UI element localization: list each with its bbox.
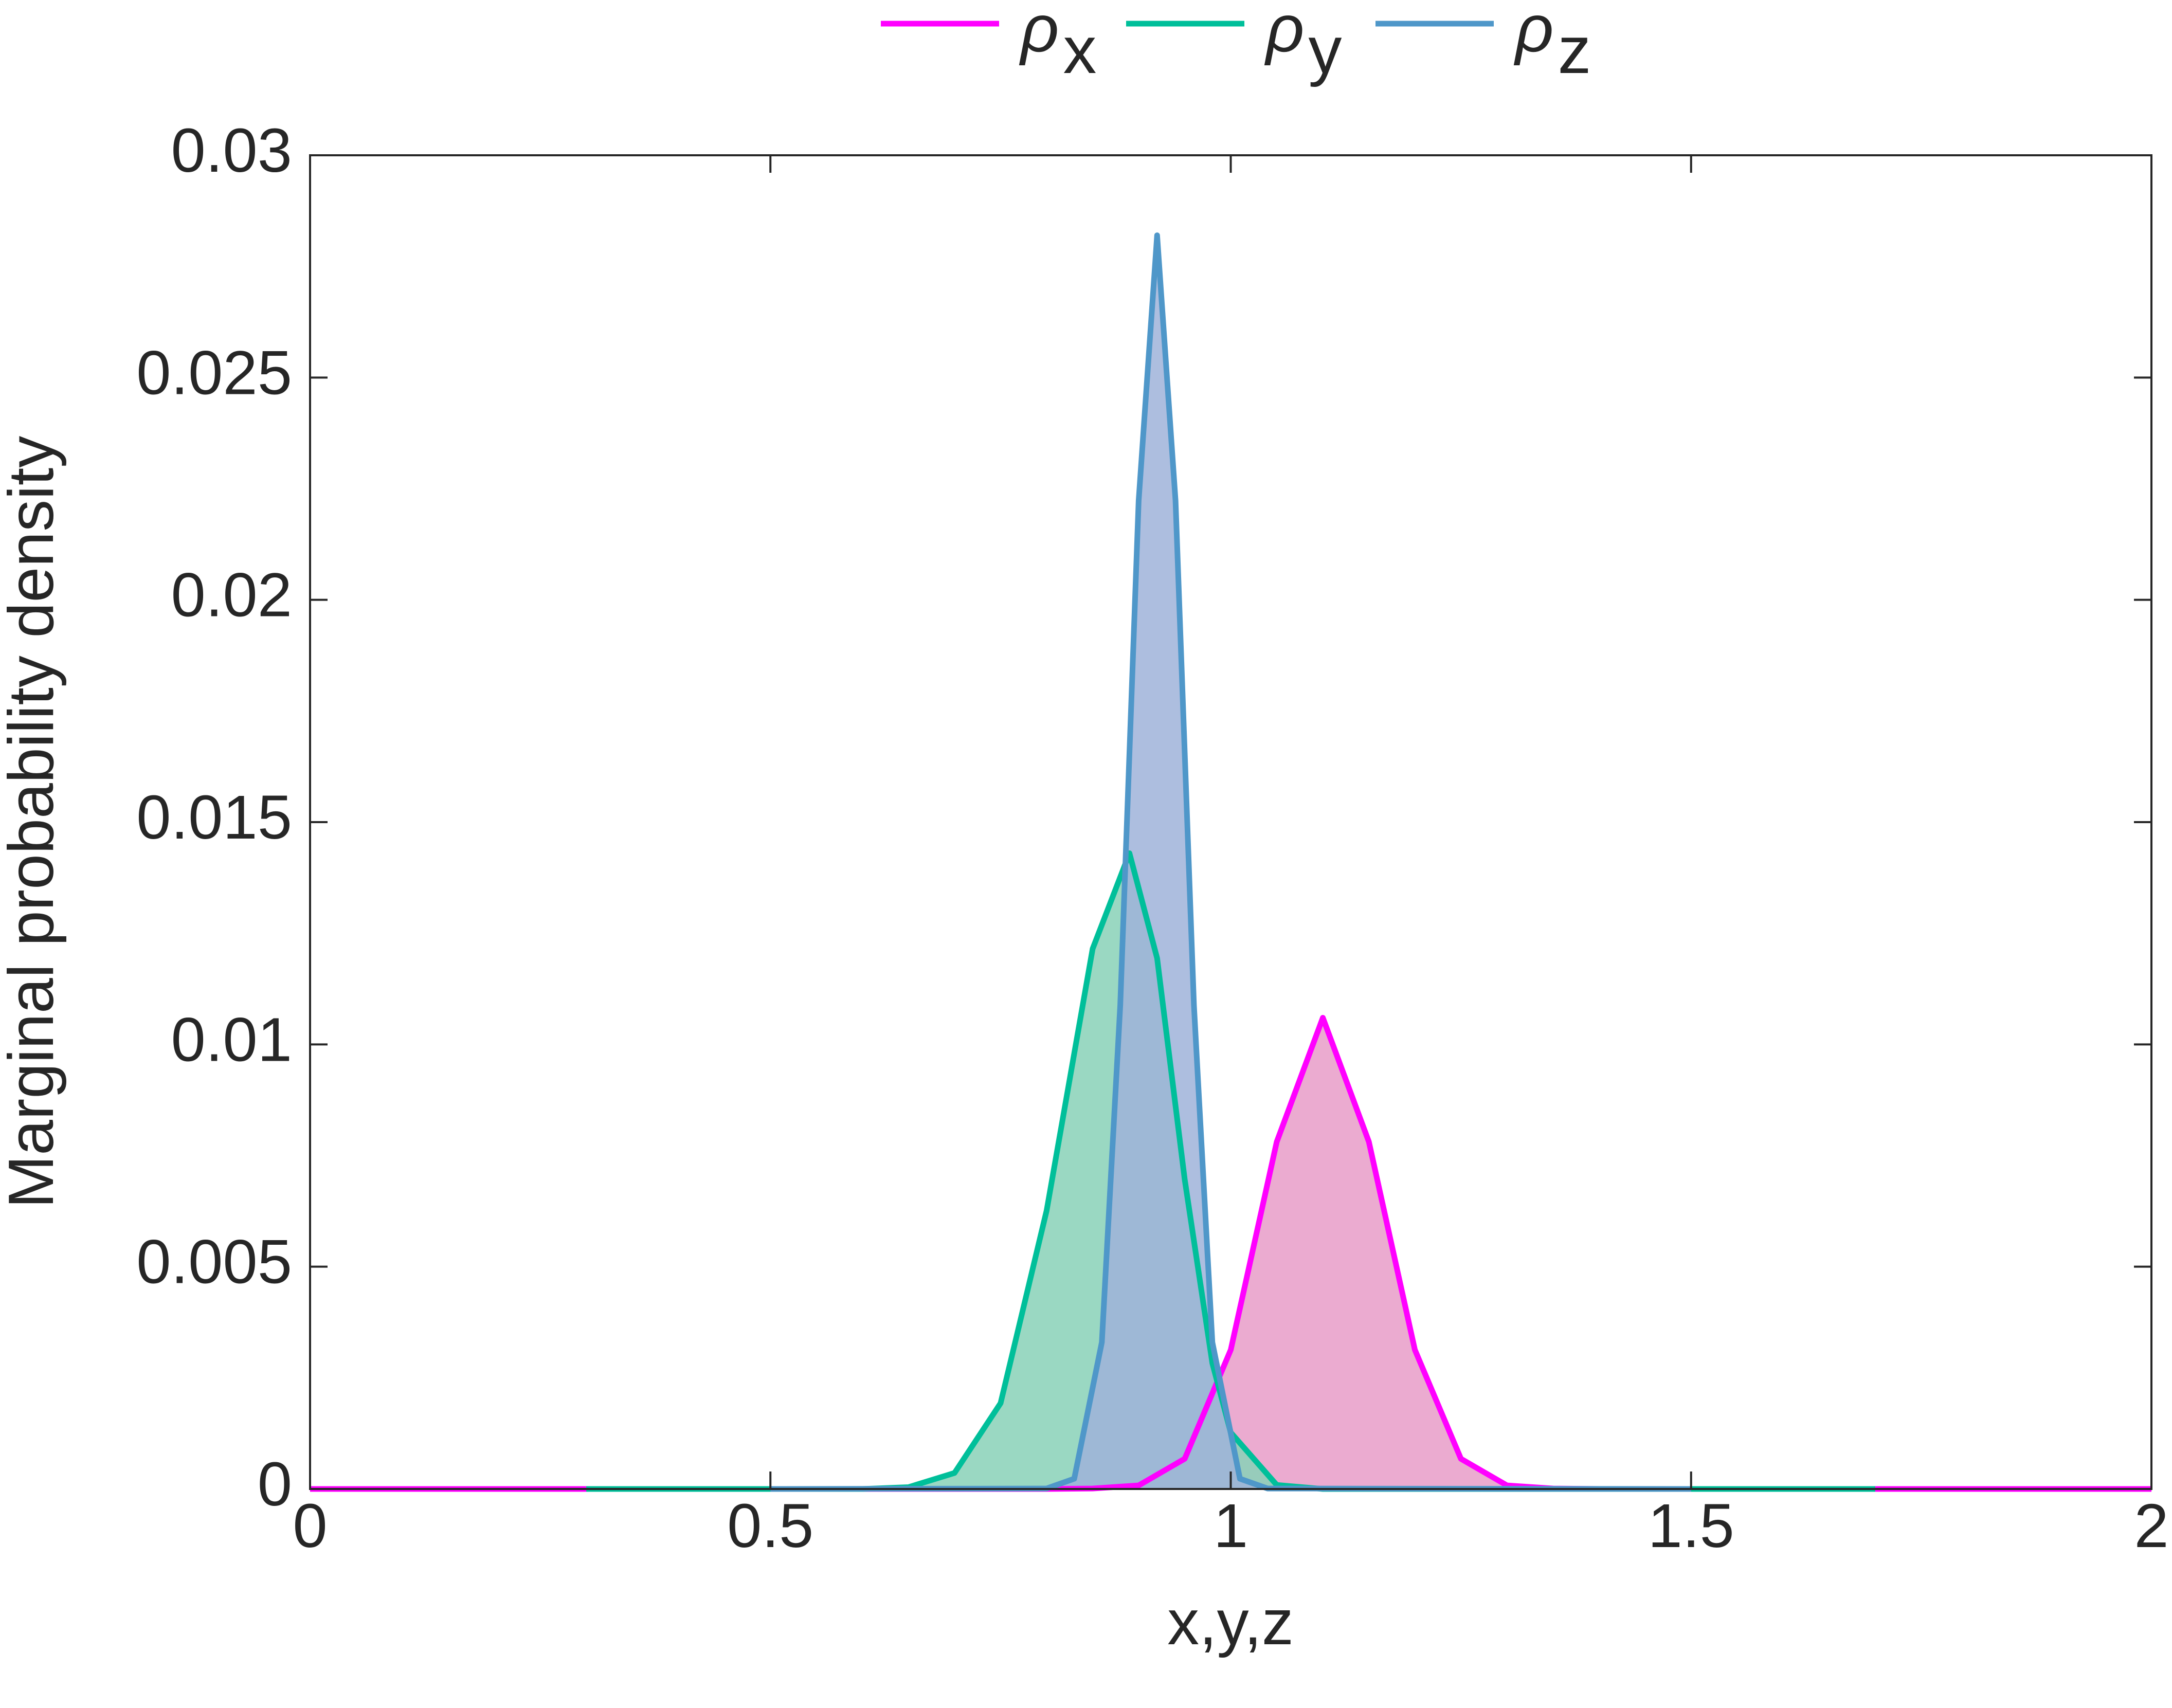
legend-symbol: ρ <box>1513 0 1553 66</box>
y-tick-label: 0.01 <box>171 1004 292 1074</box>
legend-label: ρz <box>1513 0 1591 87</box>
x-axis-label: x,y,z <box>1167 1587 1294 1658</box>
x-tick-label: 0 <box>293 1491 327 1560</box>
y-tick-label: 0.02 <box>171 560 292 630</box>
legend-subscript: z <box>1558 12 1591 87</box>
legend-label: ρy <box>1264 0 1342 87</box>
x-tick-label: 1.5 <box>1648 1491 1734 1560</box>
legend-symbol: ρ <box>1019 0 1059 66</box>
legend-subscript: y <box>1308 12 1342 87</box>
area <box>310 1017 2151 1489</box>
y-tick-label: 0.015 <box>136 782 292 852</box>
x-tick-label: 2 <box>2134 1491 2168 1560</box>
y-tick-label: 0 <box>258 1449 292 1519</box>
y-axis-label: Marginal probability density <box>0 436 67 1209</box>
x-tick-label: 0.5 <box>727 1491 813 1560</box>
y-tick-label: 0.025 <box>136 337 292 407</box>
line <box>586 850 1875 1492</box>
legend-symbol: ρ <box>1264 0 1304 66</box>
legend-label: ρx <box>1019 0 1096 87</box>
legend-subscript: x <box>1063 12 1096 87</box>
line <box>770 232 1691 1492</box>
y-tick-label: 0.03 <box>171 115 292 185</box>
y-tick-label: 0.005 <box>136 1227 292 1297</box>
x-tick-label: 1 <box>1214 1491 1248 1560</box>
